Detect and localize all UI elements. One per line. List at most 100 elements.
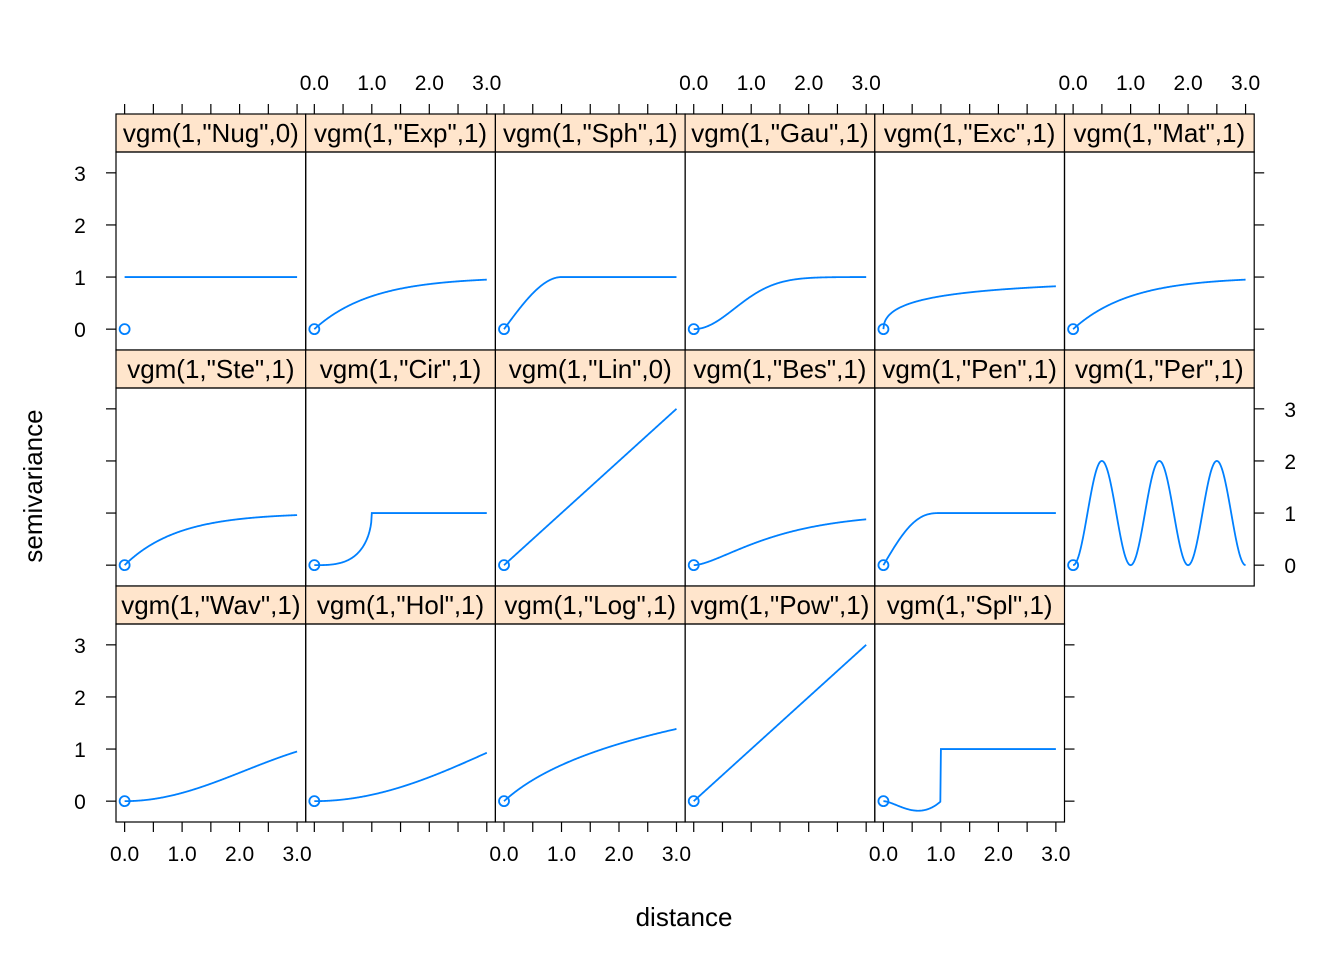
- x-tick-label: 2.0: [225, 843, 254, 866]
- model-curve: [694, 277, 866, 329]
- panel-ste: vgm(1,"Ste",1): [116, 350, 306, 586]
- x-tick-label: 1.0: [168, 843, 197, 866]
- x-tick-label: 2.0: [984, 843, 1013, 866]
- x-tick-label: 1.0: [926, 843, 955, 866]
- y-tick-label: 0: [74, 319, 86, 342]
- model-curve: [314, 280, 486, 330]
- x-tick-label: 0.0: [1059, 72, 1088, 95]
- strip-label: vgm(1,"Wav",1): [121, 590, 300, 620]
- x-tick-label: 1.0: [357, 72, 386, 95]
- strip-label: vgm(1,"Hol",1): [317, 590, 484, 620]
- x-tick-label: 3.0: [662, 843, 691, 866]
- model-curve: [883, 513, 1055, 565]
- panel-body: [306, 152, 496, 350]
- model-curve: [1073, 461, 1245, 565]
- panel-gau: vgm(1,"Gau",1): [685, 114, 875, 350]
- y-axis-left-row2: [106, 409, 116, 565]
- y-tick-label: 3: [74, 163, 86, 186]
- panel-body: [685, 152, 875, 350]
- y-axis-left-row1: 0 1 2 3: [74, 163, 116, 342]
- panel-bes: vgm(1,"Bes",1): [685, 350, 875, 586]
- x-tick-label: 1.0: [547, 843, 576, 866]
- x-tick-label: 0.0: [869, 843, 898, 866]
- x-axis-bottom-col3: 0.0 1.0 2.0 3.0: [489, 822, 691, 866]
- strip-label: vgm(1,"Pow",1): [691, 590, 870, 620]
- x-tick-label: 2.0: [604, 843, 633, 866]
- y-tick-label: 1: [1284, 503, 1296, 526]
- y-axis-title: semivariance: [18, 409, 48, 562]
- panel-hol: vgm(1,"Hol",1): [306, 586, 496, 822]
- x-tick-label: 1.0: [1116, 72, 1145, 95]
- x-tick-label: 2.0: [415, 72, 444, 95]
- x-axis-top-col4: 0.0 1.0 2.0 3.0: [679, 72, 881, 114]
- panels-layer: vgm(1,"Nug",0) vgm(1,"Exp",1) vgm(1,"Sph",…: [116, 114, 1254, 822]
- panel-body: [875, 388, 1065, 586]
- x-axis-bottom-col5: 0.0 1.0 2.0 3.0: [869, 822, 1071, 866]
- model-curve: [883, 286, 1055, 329]
- strip-label: vgm(1,"Pen",1): [882, 354, 1057, 384]
- y-tick-label: 2: [74, 687, 86, 710]
- strip-label: vgm(1,"Nug",0): [123, 118, 299, 148]
- panel-body: [685, 388, 875, 586]
- x-tick-label: 2.0: [1173, 72, 1202, 95]
- panel-body: [875, 152, 1065, 350]
- panel-body: [495, 624, 685, 822]
- model-curve: [125, 752, 297, 802]
- strip-label: vgm(1,"Cir",1): [320, 354, 481, 384]
- x-axis-top-ticks-col3: [504, 104, 676, 114]
- x-tick-label: 1.0: [737, 72, 766, 95]
- panel-body: [116, 152, 306, 350]
- strip-label: vgm(1,"Exc",1): [884, 118, 1056, 148]
- panel-per: vgm(1,"Per",1): [1065, 350, 1255, 586]
- panel-body: [875, 624, 1065, 822]
- strip-label: vgm(1,"Gau",1): [691, 118, 868, 148]
- panel-cir: vgm(1,"Cir",1): [306, 350, 496, 586]
- strip-label: vgm(1,"Per",1): [1075, 354, 1244, 384]
- data-point: [120, 324, 130, 334]
- y-axis-right-row1: [1254, 173, 1264, 329]
- x-axis-bottom-ticks-col2: [314, 822, 486, 832]
- strip-label: vgm(1,"Bes",1): [693, 354, 866, 384]
- x-axis-top-ticks-col1: [125, 104, 297, 114]
- panel-pow: vgm(1,"Pow",1): [685, 586, 875, 822]
- y-tick-label: 2: [74, 215, 86, 238]
- panel-log: vgm(1,"Log",1): [495, 586, 685, 822]
- strip-label: vgm(1,"Ste",1): [127, 354, 294, 384]
- x-tick-label: 3.0: [1231, 72, 1260, 95]
- panel-body: [116, 388, 306, 586]
- panel-exp: vgm(1,"Exp",1): [306, 114, 496, 350]
- strip-label: vgm(1,"Lin",0): [509, 354, 672, 384]
- x-tick-label: 0.0: [679, 72, 708, 95]
- strip-label: vgm(1,"Exp",1): [314, 118, 487, 148]
- model-curve: [694, 519, 866, 565]
- x-axis-top-col2: 0.0 1.0 2.0 3.0: [300, 72, 502, 114]
- strip-label: vgm(1,"Sph",1): [503, 118, 678, 148]
- panel-wav: vgm(1,"Wav",1): [116, 586, 306, 822]
- panel-pen: vgm(1,"Pen",1): [875, 350, 1065, 586]
- y-tick-label: 3: [74, 635, 86, 658]
- model-curve: [314, 513, 486, 565]
- x-tick-label: 3.0: [282, 843, 311, 866]
- panel-body: [306, 624, 496, 822]
- x-tick-label: 0.0: [300, 72, 329, 95]
- model-curve: [314, 753, 486, 801]
- x-axis-bottom-ticks-col4: [694, 822, 866, 832]
- panel-lin: vgm(1,"Lin",0): [495, 350, 685, 586]
- model-curve: [883, 749, 1055, 811]
- y-axis-left-row3: 0 1 2 3: [74, 635, 116, 814]
- panel-mat: vgm(1,"Mat",1): [1065, 114, 1255, 350]
- y-tick-label: 1: [74, 267, 86, 290]
- x-tick-label: 3.0: [1041, 843, 1070, 866]
- y-tick-label: 3: [1284, 399, 1296, 422]
- strip-label: vgm(1,"Log",1): [504, 590, 676, 620]
- model-curve: [694, 645, 866, 801]
- x-tick-label: 0.0: [489, 843, 518, 866]
- x-axis-bottom-col1: 0.0 1.0 2.0 3.0: [110, 822, 312, 866]
- strip-label: vgm(1,"Mat",1): [1074, 118, 1246, 148]
- model-curve: [504, 277, 676, 329]
- x-axis-top-col6: 0.0 1.0 2.0 3.0: [1059, 72, 1261, 114]
- panel-exc: vgm(1,"Exc",1): [875, 114, 1065, 350]
- panel-body: [306, 388, 496, 586]
- y-tick-label: 1: [74, 739, 86, 762]
